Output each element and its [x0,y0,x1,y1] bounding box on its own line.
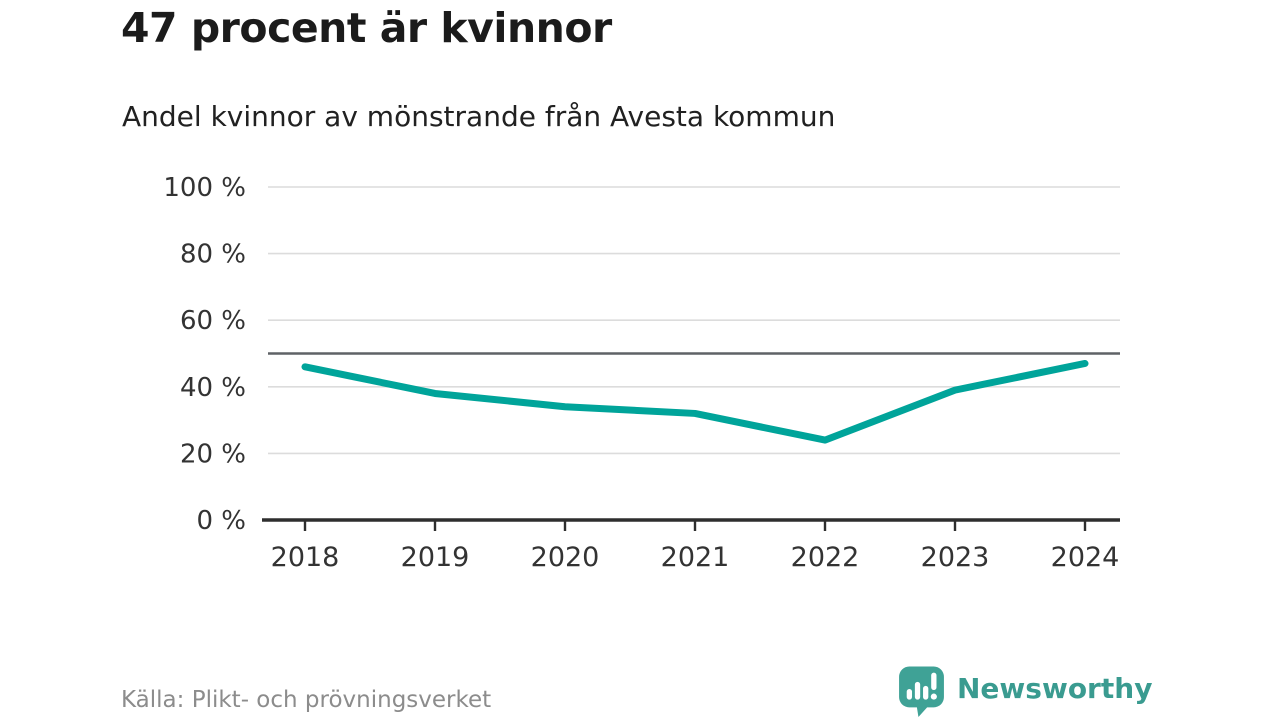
data-series [301,359,1089,444]
page-title: 47 procent är kvinnor [121,4,612,52]
x-tick-label-2023: 2023 [921,542,990,573]
logo-bar-1 [906,688,913,700]
newsworthy-logo-icon [899,666,944,717]
y-tick-label-0: 0 % [196,506,246,536]
x-axis [262,518,1120,531]
logo-bar-2 [914,681,921,700]
logo-exclamation-dot [930,693,937,700]
newsworthy-logo[interactable]: Newsworthy [897,665,1152,717]
y-tick-label-100: 100 % [163,173,246,203]
chart-subtitle: Andel kvinnor av mönstrande från Avesta … [122,100,836,133]
axis-labels: 0 % 20 % 40 % 60 % 80 % 100 % 2018 2019 2020 2021… [163,173,1119,573]
logo-bubble [899,666,944,717]
y-tick-label-40: 40 % [180,373,246,403]
y-tick-label-80: 80 % [180,240,246,270]
newsworthy-logo-text: Newsworthy [957,672,1153,705]
logo-exclamation-bar [931,672,937,690]
series-line-andel-kvinnor [301,359,1089,444]
y-tick-label-20: 20 % [180,439,246,469]
x-tick-label-2024: 2024 [1051,542,1120,573]
x-tick-label-2018: 2018 [271,542,340,573]
x-tick-label-2020: 2020 [531,542,600,573]
x-tick-label-2021: 2021 [661,542,730,573]
y-tick-label-60: 60 % [180,306,246,336]
source-note: Källa: Plikt- och prövningsverket [121,687,492,713]
logo-bar-3 [923,685,929,700]
x-tick-label-2022: 2022 [791,542,860,573]
x-tick-label-2019: 2019 [401,542,470,573]
